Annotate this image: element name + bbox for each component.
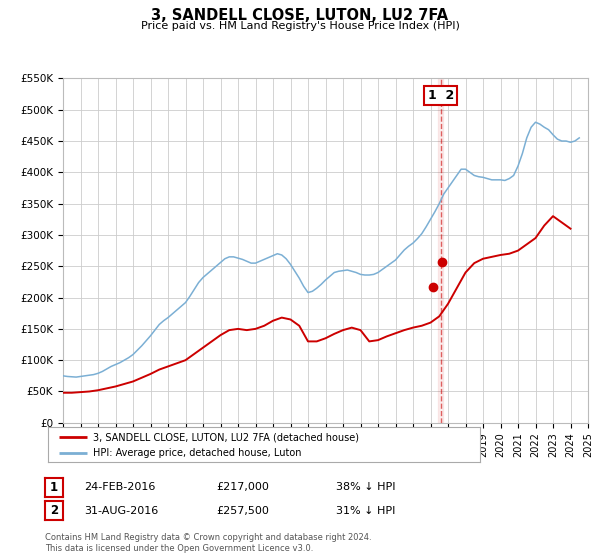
Text: £257,500: £257,500 xyxy=(216,506,269,516)
Text: 31-AUG-2016: 31-AUG-2016 xyxy=(84,506,158,516)
Text: 2: 2 xyxy=(50,504,58,517)
Text: 24-FEB-2016: 24-FEB-2016 xyxy=(84,482,155,492)
Text: £217,000: £217,000 xyxy=(216,482,269,492)
Bar xyxy=(438,78,443,423)
Text: 1: 1 xyxy=(50,480,58,494)
Text: 3, SANDELL CLOSE, LUTON, LU2 7FA: 3, SANDELL CLOSE, LUTON, LU2 7FA xyxy=(151,8,449,24)
Text: 3, SANDELL CLOSE, LUTON, LU2 7FA (detached house): 3, SANDELL CLOSE, LUTON, LU2 7FA (detach… xyxy=(94,432,359,442)
Text: Price paid vs. HM Land Registry's House Price Index (HPI): Price paid vs. HM Land Registry's House … xyxy=(140,21,460,31)
Text: 1  2: 1 2 xyxy=(428,88,454,102)
Text: 38% ↓ HPI: 38% ↓ HPI xyxy=(336,482,395,492)
Text: 31% ↓ HPI: 31% ↓ HPI xyxy=(336,506,395,516)
Text: Contains HM Land Registry data © Crown copyright and database right 2024.
This d: Contains HM Land Registry data © Crown c… xyxy=(45,533,371,553)
Text: HPI: Average price, detached house, Luton: HPI: Average price, detached house, Luto… xyxy=(94,449,302,458)
